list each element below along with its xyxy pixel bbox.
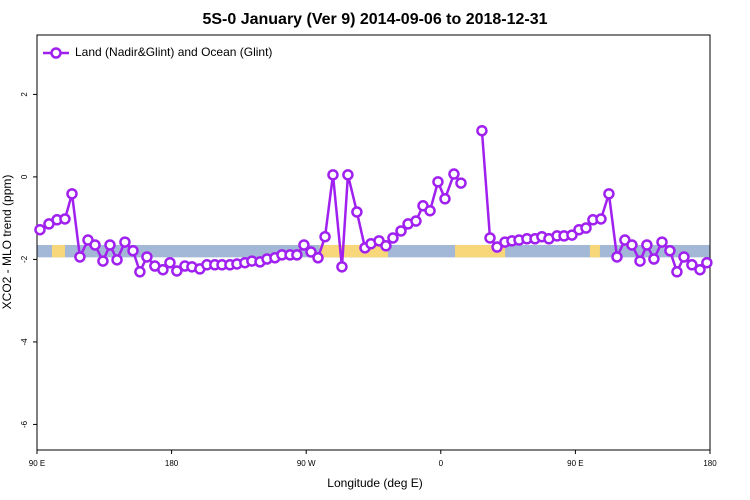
data-point — [626, 239, 638, 251]
data-point — [395, 225, 407, 237]
data-point — [119, 236, 131, 248]
data-point — [336, 261, 348, 273]
x-tick-label: 180 — [703, 459, 717, 468]
data-point — [410, 215, 422, 227]
data-point — [157, 263, 169, 276]
data-point — [439, 193, 451, 205]
y-tick-label: 0 — [20, 174, 29, 179]
data-point — [648, 253, 660, 265]
data-point — [74, 251, 86, 263]
data-point — [66, 188, 78, 200]
x-tick-label: 0 — [439, 459, 444, 468]
data-point — [164, 256, 176, 269]
x-axis-label: Longitude (deg E) — [327, 476, 422, 490]
data-point — [491, 241, 503, 253]
data-point — [312, 252, 324, 264]
data-point — [134, 266, 146, 278]
data-point — [171, 265, 183, 277]
y-tick-label: -4 — [20, 338, 29, 346]
data-point — [432, 176, 444, 188]
data-point — [34, 223, 46, 236]
data-point — [97, 255, 109, 267]
data-point — [641, 239, 653, 251]
y-tick-label: 2 — [20, 92, 29, 97]
data-point — [111, 254, 123, 266]
data-point — [455, 177, 467, 189]
data-point — [127, 245, 139, 257]
data-point — [701, 256, 713, 269]
land-band — [51, 244, 65, 258]
data-point — [424, 204, 436, 217]
data-point — [694, 263, 706, 276]
data-point — [580, 222, 592, 234]
legend-marker — [50, 47, 62, 59]
chart-title: 5S-0 January (Ver 9) 2014-09-06 to 2018-… — [202, 11, 547, 28]
data-point — [603, 188, 615, 200]
data-point — [298, 239, 310, 251]
land-band — [589, 244, 600, 258]
y-axis-label: XCO2 - MLO trend (ppm) — [0, 175, 14, 310]
data-point — [327, 169, 339, 181]
data-point — [664, 245, 676, 257]
data-point — [671, 266, 683, 278]
data-point — [319, 230, 331, 243]
data-point — [656, 236, 668, 248]
data-point — [595, 213, 607, 225]
data-point — [686, 259, 698, 271]
data-point — [611, 251, 623, 263]
y-tick-label: -2 — [20, 255, 29, 263]
data-point — [89, 239, 101, 251]
data-point — [484, 232, 496, 244]
data-point — [351, 206, 363, 218]
data-point — [448, 168, 460, 180]
legend-label: Land (Nadir&Glint) and Ocean (Glint) — [75, 45, 272, 59]
x-tick-label: 90 E — [567, 459, 583, 468]
land-band — [319, 244, 389, 258]
x-tick-label: 90 E — [29, 459, 45, 468]
data-point — [634, 255, 646, 267]
x-tick-label: 90 W — [297, 459, 316, 468]
data-point — [387, 232, 399, 244]
data-point — [678, 251, 690, 263]
x-tick-label: 180 — [165, 459, 179, 468]
data-point — [104, 239, 116, 251]
data-point — [342, 169, 354, 181]
data-point — [380, 240, 392, 252]
data-point — [141, 251, 153, 263]
y-tick-label: -6 — [20, 420, 29, 428]
plot-frame — [36, 34, 711, 451]
data-point — [476, 124, 488, 137]
data-point — [305, 246, 317, 258]
data-point — [291, 249, 303, 261]
data-point — [59, 213, 71, 225]
